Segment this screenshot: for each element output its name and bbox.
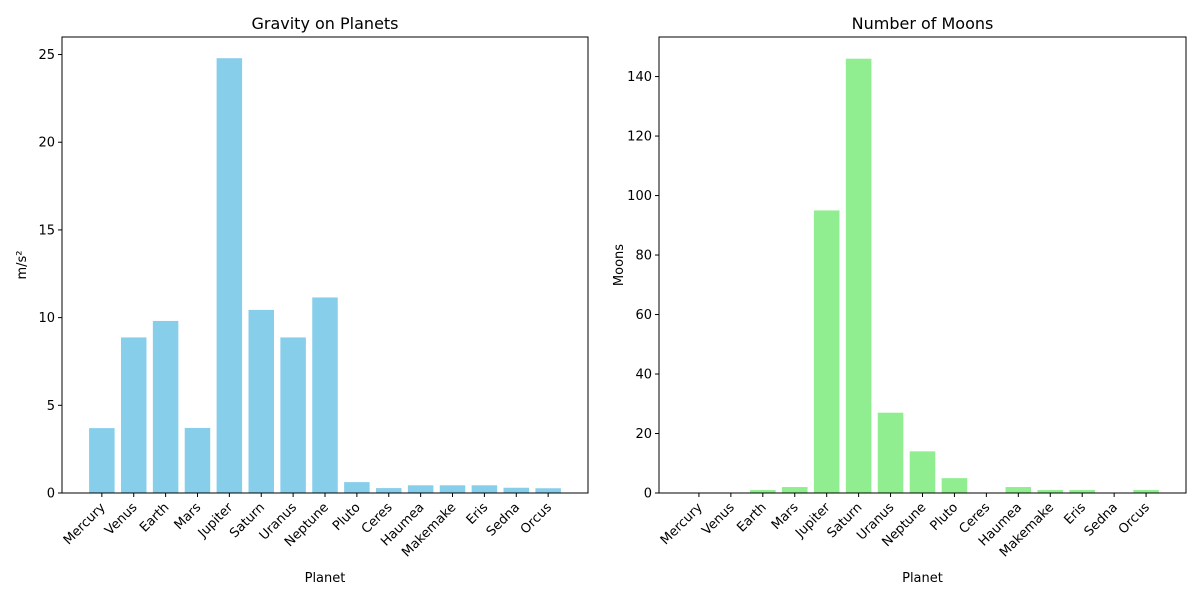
x-tick-label-mercury: Mercury	[61, 500, 109, 548]
y-tick-label: 5	[47, 399, 55, 414]
bar-jupiter	[813, 210, 840, 494]
x-tick-label-pluto: Pluto	[330, 500, 364, 534]
bar-uranus	[877, 412, 904, 493]
x-tick-label-earth: Earth	[137, 500, 172, 535]
bar-haumea	[1005, 487, 1032, 493]
x-tick-label-eris: Eris	[1061, 500, 1089, 528]
y-axis-label: m/s²	[15, 250, 30, 279]
bar-pluto	[344, 482, 370, 493]
x-tick-label-sedna: Sedna	[484, 500, 523, 539]
bar-saturn	[845, 58, 872, 494]
bar-mercury	[89, 428, 115, 493]
x-tick-label-venus: Venus	[699, 500, 737, 538]
bar-eris	[471, 485, 498, 493]
y-tick-label: 20	[635, 427, 652, 442]
x-tick-label-sedna: Sedna	[1082, 500, 1121, 539]
y-tick-label: 120	[627, 130, 652, 145]
bar-ceres	[376, 488, 402, 493]
x-axis-label: Planet	[902, 571, 943, 586]
y-tick-label: 25	[38, 48, 55, 63]
bar-jupiter	[216, 58, 243, 493]
bar-makemake	[439, 485, 466, 493]
x-tick-label-jupiter: Jupiter	[195, 500, 237, 542]
y-tick-label: 140	[627, 70, 652, 85]
y-tick-label: 20	[38, 136, 55, 151]
x-tick-label-earth: Earth	[734, 500, 769, 535]
bar-orcus	[535, 488, 561, 493]
y-tick-label: 60	[635, 308, 652, 323]
bar-eris	[1069, 490, 1095, 493]
x-tick-label-orcus: Orcus	[518, 500, 555, 537]
y-tick-label: 15	[38, 223, 55, 238]
y-axis-label: Moons	[612, 244, 627, 286]
y-tick-label: 10	[38, 311, 55, 326]
bar-venus	[120, 337, 147, 493]
axes-frame	[658, 36, 1187, 494]
bar-makemake	[1037, 490, 1064, 493]
x-tick-label-orcus: Orcus	[1116, 500, 1153, 537]
x-tick-label-eris: Eris	[464, 500, 492, 528]
bar-neptune	[909, 451, 936, 493]
y-tick-label: 40	[635, 368, 652, 383]
x-axis-label: Planet	[305, 571, 346, 586]
bar-earth	[152, 320, 179, 493]
chart-title: Gravity on Planets	[251, 14, 398, 33]
x-tick-label-pluto: Pluto	[928, 500, 962, 534]
bar-earth	[750, 490, 776, 493]
y-tick-label: 100	[627, 189, 652, 204]
chart-title: Number of Moons	[852, 14, 994, 33]
bar-orcus	[1133, 490, 1159, 493]
y-tick-label: 0	[47, 487, 55, 502]
x-tick-label-venus: Venus	[102, 500, 140, 538]
y-tick-label: 80	[635, 249, 652, 264]
bar-sedna	[503, 487, 530, 493]
bar-mars	[781, 487, 808, 493]
bar-pluto	[941, 478, 968, 493]
bar-uranus	[280, 337, 306, 493]
bar-saturn	[248, 309, 274, 493]
bar-haumea	[407, 485, 434, 493]
x-tick-label-jupiter: Jupiter	[792, 500, 834, 542]
y-tick-label: 0	[644, 487, 652, 502]
bar-mars	[184, 427, 211, 493]
x-tick-label-mercury: Mercury	[658, 500, 706, 548]
bar-neptune	[312, 297, 338, 493]
